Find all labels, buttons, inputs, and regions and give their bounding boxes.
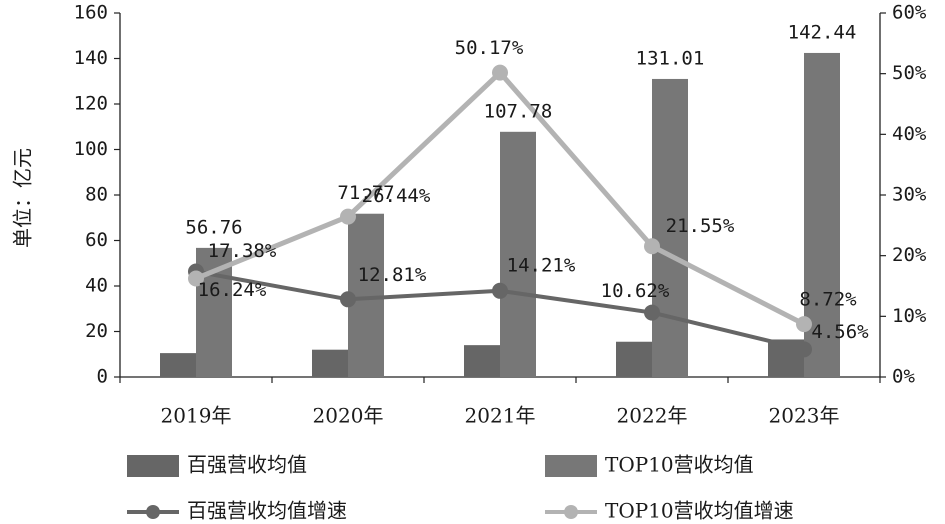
line-point-series-2 xyxy=(492,64,508,81)
legend-label: 百强营收均值增速 xyxy=(187,499,347,523)
line-data-label: 4.56% xyxy=(811,321,869,343)
y-tick-label: 60 xyxy=(85,229,108,251)
bar-data-label: 142.44 xyxy=(788,21,857,43)
x-tick-label: 2019年 xyxy=(161,404,232,428)
y-tick-label: 80 xyxy=(85,184,108,206)
x-tick-label: 2021年 xyxy=(465,404,536,428)
bar-data-label: 107.78 xyxy=(484,100,553,122)
line-data-label: 16.24% xyxy=(198,279,267,301)
line-point-series-2 xyxy=(340,208,356,225)
y2-tick-label: 10% xyxy=(892,305,927,327)
y2-tick-label: 0% xyxy=(892,366,915,388)
line-data-label: 21.55% xyxy=(666,215,735,237)
line-point-series-1 xyxy=(340,291,356,308)
y-tick-label: 40 xyxy=(85,275,108,297)
y-tick-label: 120 xyxy=(74,93,108,115)
line-data-label: 14.21% xyxy=(507,254,576,276)
bar-series-1 xyxy=(464,345,500,377)
line-point-series-1 xyxy=(644,304,660,321)
line-data-label: 10.62% xyxy=(601,280,670,302)
lines xyxy=(188,64,812,358)
legend-swatch-marker xyxy=(564,505,578,519)
legend-swatch-marker xyxy=(146,505,160,519)
legend-swatch xyxy=(545,455,597,477)
legend-label: TOP10营收均值 xyxy=(605,453,754,477)
y2-tick-label: 60% xyxy=(892,2,927,24)
axes: 0 20 40 60 80 100 120 140 160 0% 10% 20% 30% 40% 50% 60… xyxy=(74,2,927,428)
x-tick-label: 2023年 xyxy=(769,404,840,428)
legend-label: 百强营收均值 xyxy=(187,453,307,477)
line-data-label: 50.17% xyxy=(455,37,524,59)
bar-series-2 xyxy=(652,78,688,378)
x-tick-label: 2020年 xyxy=(313,404,384,428)
line-point-series-2 xyxy=(644,238,660,255)
legend-swatch xyxy=(127,455,179,477)
y2-tick-label: 50% xyxy=(892,62,927,84)
bar-series-2 xyxy=(500,131,536,377)
line-point-series-2 xyxy=(796,316,812,333)
bar-data-label: 71.77 xyxy=(337,182,394,204)
y-tick-label: 100 xyxy=(74,138,108,160)
bar-series-1 xyxy=(616,341,652,377)
line-point-series-1 xyxy=(492,282,508,299)
y-axis-label: 单位：亿元 xyxy=(11,148,35,248)
bar-series-1 xyxy=(160,353,196,377)
y-tick-label: 160 xyxy=(74,2,108,24)
bar-series-1 xyxy=(312,349,348,377)
y2-tick-label: 40% xyxy=(892,123,927,145)
line-point-series-1 xyxy=(796,341,812,358)
bar-data-label: 131.01 xyxy=(636,47,705,69)
data-labels: 56.76 71.77 107.78 131.01 142.44 17.38% 12.81%… xyxy=(185,21,869,342)
y2-tick-label: 20% xyxy=(892,244,927,266)
x-tick-label: 2022年 xyxy=(617,404,688,428)
line-data-label: 12.81% xyxy=(358,264,427,286)
bar-data-label: 56.76 xyxy=(185,216,242,238)
line-point-series-2 xyxy=(188,270,204,287)
y-tick-label: 20 xyxy=(85,320,108,342)
y-tick-label: 140 xyxy=(74,47,108,69)
y2-tick-label: 30% xyxy=(892,184,927,206)
y-tick-label: 0 xyxy=(97,366,108,388)
line-data-label: 8.72% xyxy=(799,289,857,311)
line-data-label: 17.38% xyxy=(208,240,277,262)
legend-label: TOP10营收均值增速 xyxy=(605,499,794,523)
line-data-label: 26.44% xyxy=(362,185,431,207)
